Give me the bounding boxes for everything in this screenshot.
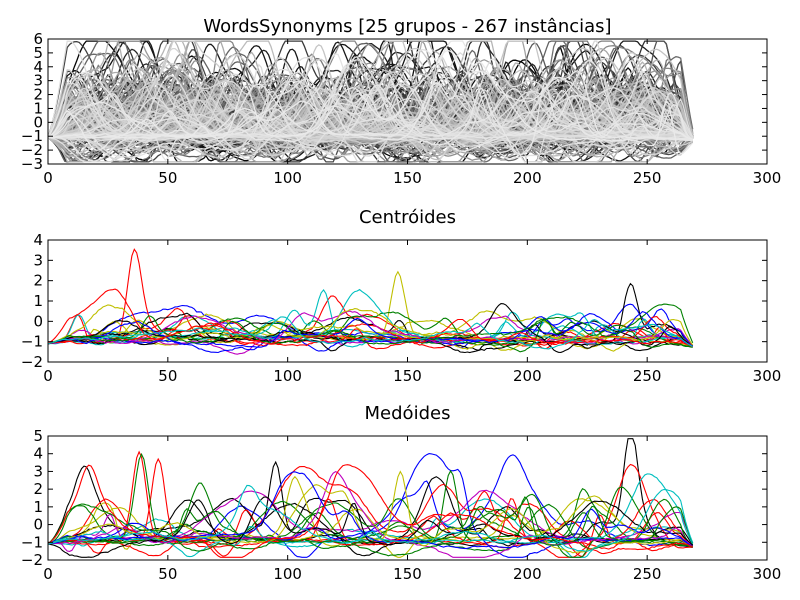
y-tick-label: 0 <box>33 113 43 131</box>
x-tick-label: 0 <box>43 367 53 385</box>
x-tick-label: 300 <box>753 367 782 385</box>
x-tick-label: 250 <box>633 367 662 385</box>
y-tick-label: −1 <box>21 127 43 145</box>
panel-instances: 0 50 100 150 200 250 300−3−2−10123456WordsSyno… <box>21 16 781 187</box>
series-line <box>48 40 693 141</box>
series-line <box>48 49 694 155</box>
series-line <box>48 463 693 558</box>
y-tick-label: −1 <box>21 533 43 551</box>
x-tick-label: 150 <box>393 565 422 583</box>
x-tick-label: 50 <box>158 565 177 583</box>
y-tick-label: 2 <box>33 86 43 104</box>
y-tick-label: −2 <box>21 353 43 371</box>
x-tick-label: 50 <box>158 169 177 187</box>
series-line <box>48 308 694 354</box>
x-tick-label: 50 <box>158 367 177 385</box>
series-line <box>48 486 693 558</box>
series-line <box>48 495 694 547</box>
series-line <box>48 282 694 347</box>
series-line <box>48 303 693 353</box>
x-tick-label: 100 <box>273 565 302 583</box>
y-tick-label: 1 <box>33 99 43 117</box>
series-line <box>48 288 693 348</box>
x-tick-label: 300 <box>753 169 782 187</box>
series-line <box>48 473 694 558</box>
y-tick-label: 4 <box>33 58 43 76</box>
x-tick-label: 150 <box>393 169 422 187</box>
series-line <box>48 88 693 162</box>
y-tick-label: 4 <box>33 231 43 249</box>
y-tick-label: 1 <box>33 292 43 310</box>
y-tick-label: 5 <box>33 44 43 62</box>
series-line <box>48 502 694 557</box>
series-line <box>48 496 694 557</box>
series-line <box>48 316 693 350</box>
x-tick-label: 100 <box>273 367 302 385</box>
series-group <box>48 248 694 355</box>
series-line <box>48 315 693 348</box>
series-line <box>48 457 694 557</box>
x-tick-label: 0 <box>43 169 53 187</box>
y-tick-label: 2 <box>33 480 43 498</box>
x-tick-label: 250 <box>633 565 662 583</box>
x-tick-label: 200 <box>513 169 542 187</box>
series-line <box>48 438 693 548</box>
series-group <box>48 40 694 163</box>
y-tick-label: 3 <box>33 251 43 269</box>
series-line <box>48 496 694 558</box>
y-tick-label: 4 <box>33 445 43 463</box>
y-tick-label: −3 <box>21 155 43 173</box>
series-line <box>48 470 694 558</box>
y-tick-label: 1 <box>33 498 43 516</box>
series-line <box>48 53 693 158</box>
y-tick-label: −1 <box>21 333 43 351</box>
y-tick-label: 3 <box>33 462 43 480</box>
x-tick-label: 100 <box>273 169 302 187</box>
x-tick-label: 200 <box>513 367 542 385</box>
chart-title: WordsSynonyms [25 grupos - 267 instância… <box>203 16 611 37</box>
y-tick-label: −2 <box>21 141 43 159</box>
series-line <box>48 464 693 558</box>
series-line <box>48 63 693 149</box>
x-tick-label: 150 <box>393 367 422 385</box>
series-line <box>48 89 694 162</box>
y-tick-label: 2 <box>33 272 43 290</box>
y-tick-label: 0 <box>33 312 43 330</box>
series-group <box>48 438 694 558</box>
series-line <box>48 308 694 346</box>
series-line <box>48 484 694 552</box>
y-tick-label: −2 <box>21 551 43 569</box>
x-tick-label: 0 <box>43 565 53 583</box>
series-line <box>48 63 693 154</box>
series-line <box>48 96 693 159</box>
series-line <box>48 89 693 151</box>
x-tick-label: 250 <box>633 169 662 187</box>
x-tick-label: 300 <box>753 565 782 583</box>
chart-title: Medóides <box>365 403 451 424</box>
series-line <box>48 72 693 160</box>
y-tick-label: 3 <box>33 72 43 90</box>
x-tick-label: 200 <box>513 565 542 583</box>
series-line <box>48 310 693 348</box>
y-tick-label: 6 <box>33 30 43 48</box>
y-tick-label: 0 <box>33 516 43 534</box>
series-line <box>48 61 693 141</box>
series-line <box>48 498 694 558</box>
series-line <box>48 83 694 141</box>
series-line <box>48 452 693 552</box>
chart-title: Centróides <box>359 207 456 228</box>
y-tick-label: 5 <box>33 427 43 445</box>
